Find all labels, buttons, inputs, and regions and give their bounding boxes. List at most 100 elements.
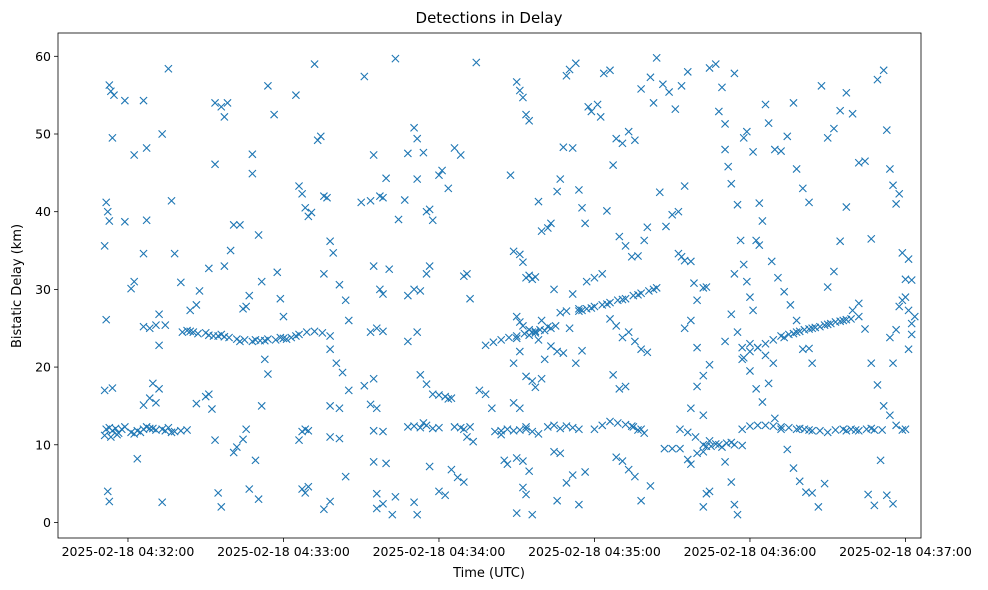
data-point (273, 268, 282, 277)
data-point (525, 467, 534, 476)
data-point (562, 71, 571, 80)
data-point (777, 422, 786, 431)
data-point (686, 404, 695, 413)
data-point (773, 273, 782, 282)
data-point (702, 283, 711, 292)
data-point (699, 283, 708, 292)
data-point (369, 426, 378, 435)
y-axis: 0 10 20 30 40 50 60 (35, 49, 58, 530)
data-point (761, 339, 770, 348)
data-point (675, 425, 684, 434)
data-point (753, 421, 762, 430)
data-point (422, 380, 431, 389)
data-point (382, 174, 391, 183)
data-point (102, 198, 111, 207)
data-point (235, 337, 244, 346)
data-point (453, 473, 462, 482)
data-point (711, 60, 720, 69)
data-point (714, 107, 723, 116)
data-point (178, 328, 187, 337)
data-point (745, 293, 754, 302)
x-tick-label: 2025-02-18 04:34:00 (373, 544, 506, 559)
data-point (335, 280, 344, 289)
data-point (730, 269, 739, 278)
data-point (571, 59, 580, 68)
data-point (769, 422, 778, 431)
data-point (823, 283, 832, 292)
data-point (861, 325, 870, 333)
data-point (721, 457, 730, 466)
data-point (553, 496, 562, 505)
data-point (466, 294, 475, 303)
data-point (693, 449, 702, 458)
data-point (425, 462, 434, 471)
data-point (780, 287, 789, 296)
data-point (391, 492, 400, 501)
data-point (693, 343, 702, 352)
data-point (326, 237, 335, 246)
data-point (515, 404, 524, 413)
data-point (113, 430, 122, 439)
data-point (263, 81, 272, 90)
data-point (105, 81, 114, 90)
data-point (490, 427, 499, 436)
data-point (699, 411, 708, 420)
data-point (319, 269, 328, 278)
data-point (842, 315, 851, 324)
data-point (518, 483, 527, 492)
data-point (472, 58, 481, 67)
data-point (795, 327, 804, 336)
data-point (652, 53, 661, 62)
data-point (546, 342, 555, 351)
data-point (145, 324, 154, 333)
data-point (621, 294, 630, 303)
data-point (512, 453, 521, 462)
data-point (578, 346, 587, 355)
data-point (895, 302, 904, 311)
data-point (372, 504, 381, 513)
y-tick-label: 60 (35, 49, 51, 64)
data-point (503, 460, 512, 469)
data-point (260, 355, 269, 364)
x-tick-label: 2025-02-18 04:33:00 (217, 544, 350, 559)
data-point (643, 223, 652, 232)
data-point (618, 457, 627, 466)
data-point (504, 333, 513, 342)
data-point (413, 328, 422, 337)
data-point (251, 456, 260, 465)
data-point (867, 424, 876, 433)
data-point (263, 370, 272, 379)
data-point (602, 300, 611, 309)
x-tick-label: 2025-02-18 04:36:00 (684, 544, 817, 559)
data-point (515, 250, 524, 259)
data-point (738, 343, 747, 352)
data-point (749, 306, 758, 315)
data-point (425, 262, 434, 271)
data-point (559, 143, 568, 152)
data-point (447, 465, 456, 474)
data-point (637, 84, 646, 93)
data-point (195, 286, 204, 295)
data-point (416, 423, 425, 432)
y-tick-label: 30 (35, 282, 51, 297)
x-axis-title: Time (UTC) (452, 566, 525, 581)
data-point (568, 471, 577, 480)
data-point (792, 316, 801, 325)
data-point (789, 464, 798, 473)
data-point (287, 333, 296, 342)
data-point (192, 300, 201, 309)
data-point (240, 335, 249, 344)
data-point (556, 175, 565, 184)
data-point (537, 227, 546, 236)
data-point (323, 193, 331, 202)
data-point (413, 175, 422, 184)
data-point (758, 217, 767, 226)
data-point (512, 312, 521, 321)
data-point (226, 246, 235, 255)
data-point (251, 335, 260, 344)
data-point (895, 189, 904, 198)
data-point (120, 96, 129, 105)
data-point (745, 339, 754, 348)
data-point (665, 88, 674, 97)
